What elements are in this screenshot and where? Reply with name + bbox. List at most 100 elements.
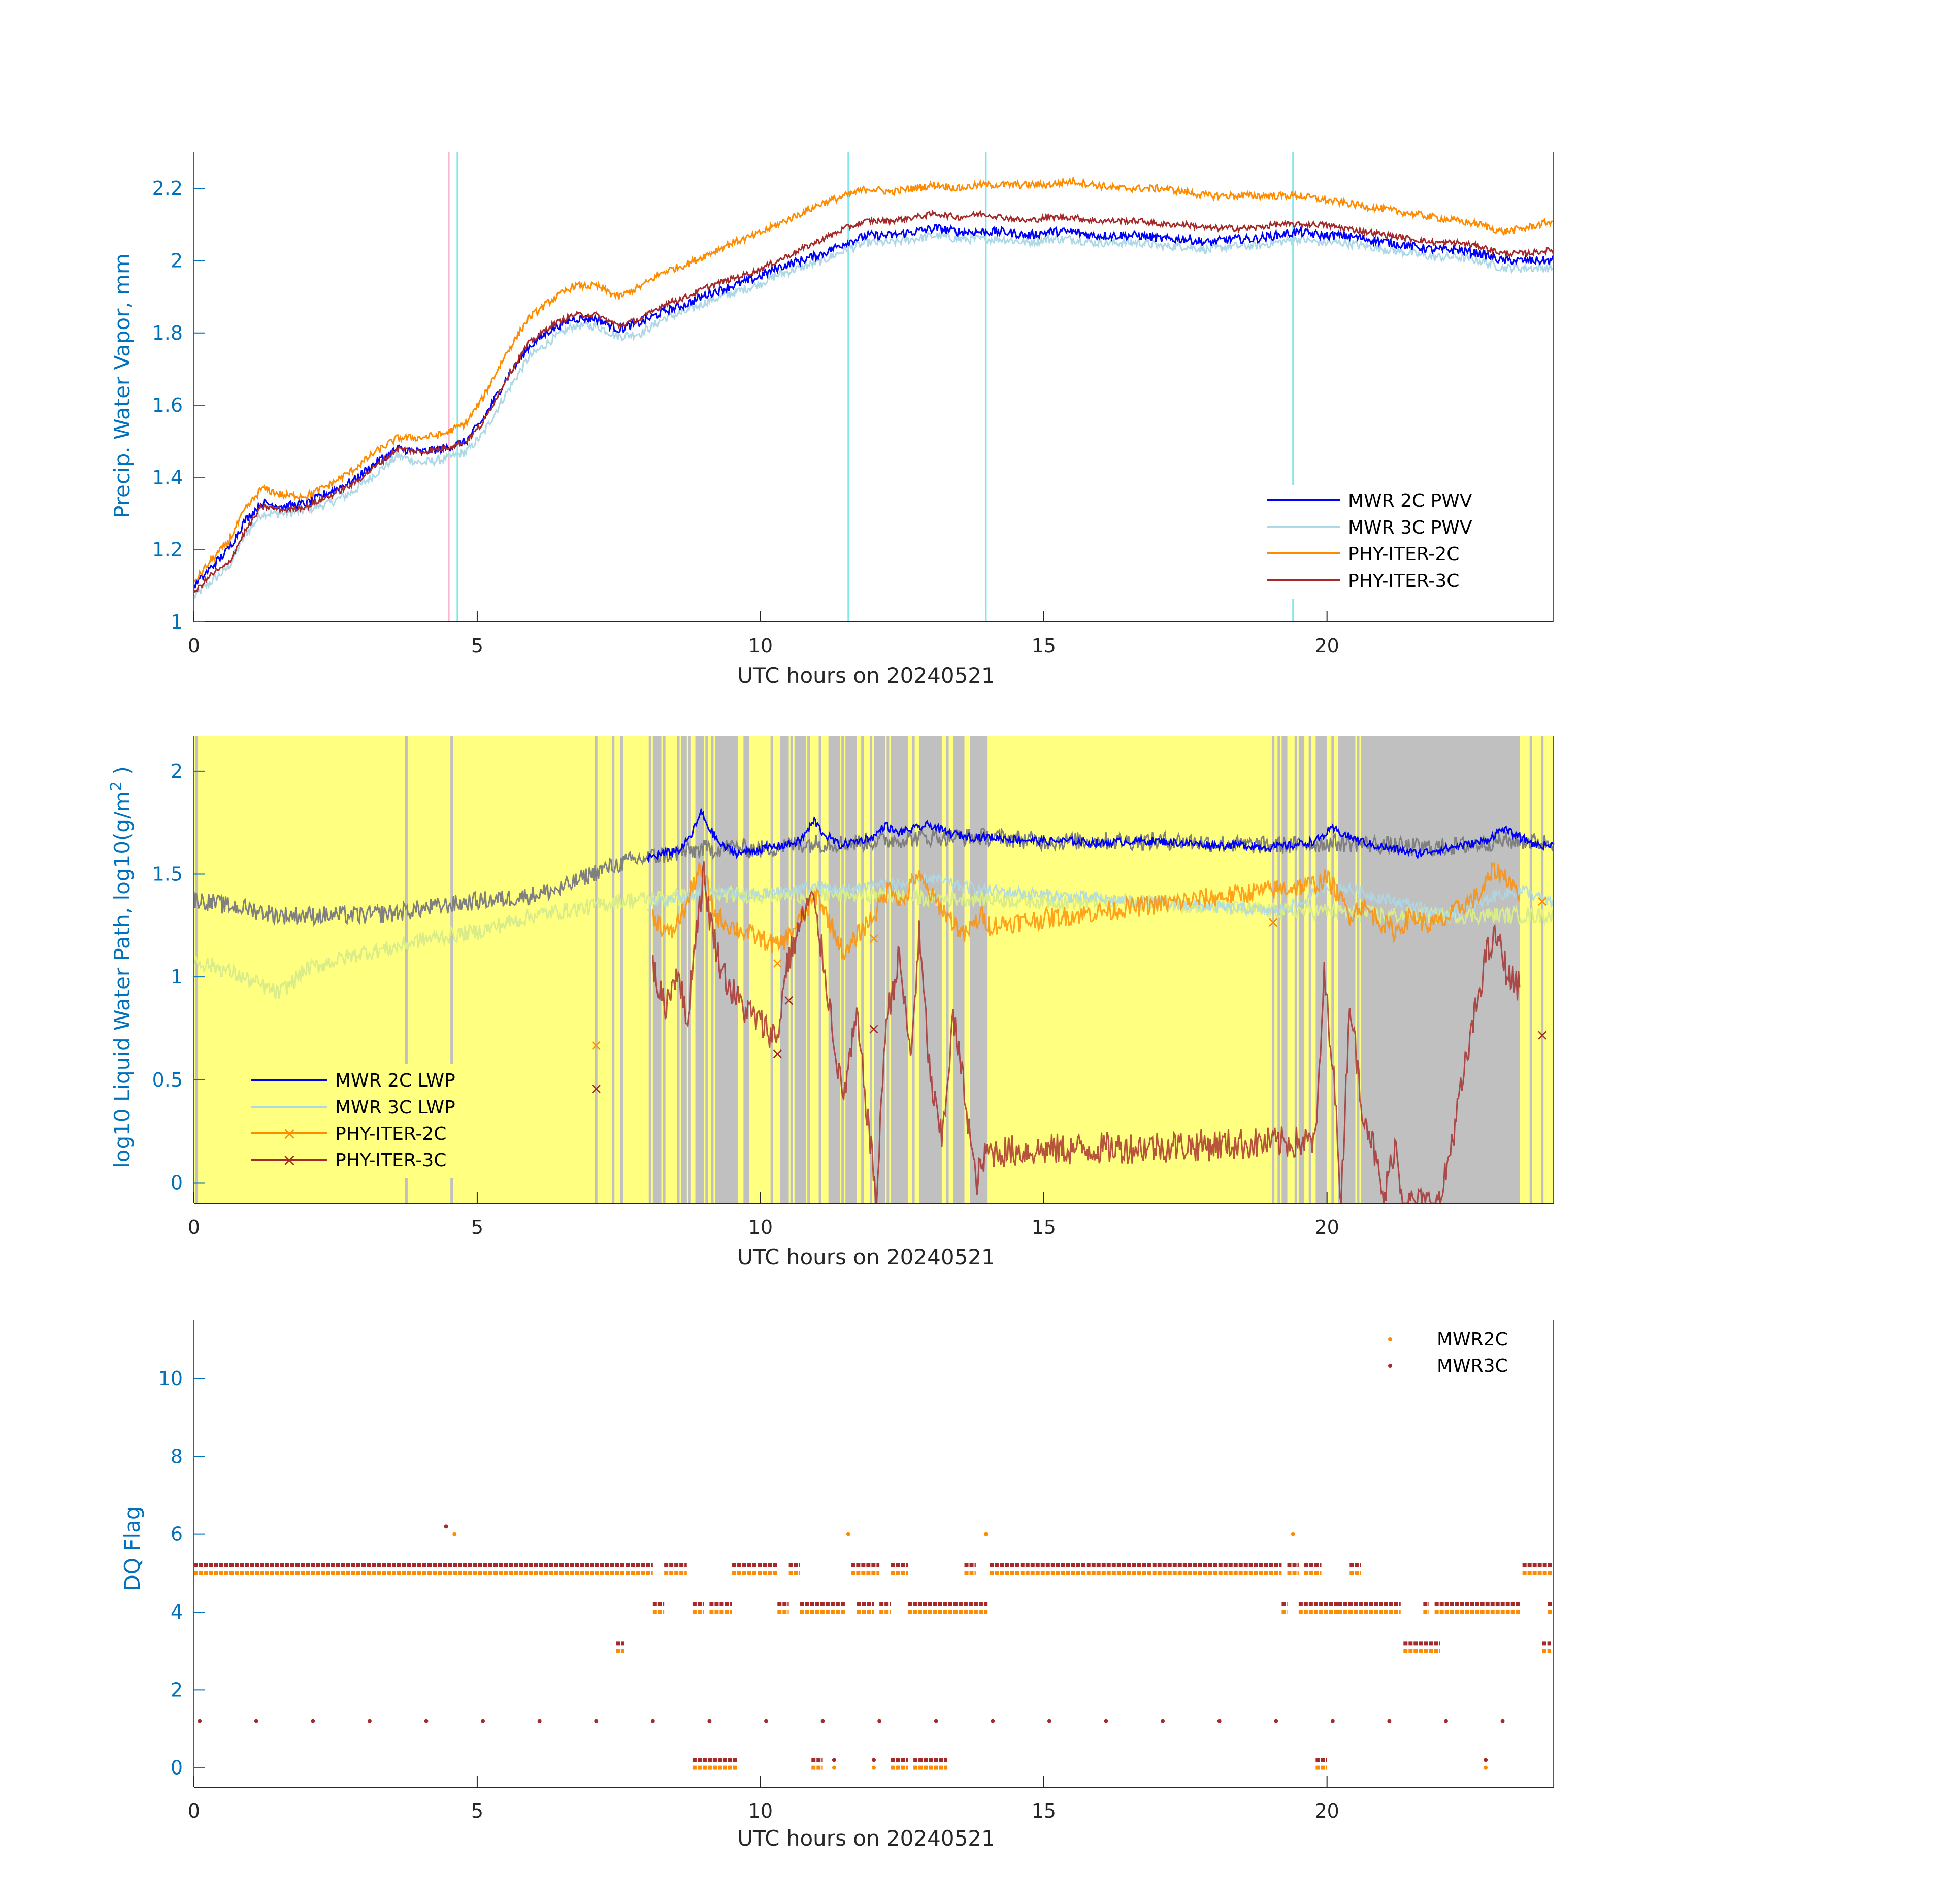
series-line-mwr-2c-lwp bbox=[646, 807, 1555, 863]
series-line-mwr-3c-lwp bbox=[647, 872, 1555, 921]
marker-phy-iter-3c: × bbox=[771, 1045, 784, 1063]
marker-phy-iter-2c: × bbox=[771, 955, 784, 972]
dq-point-mwr3c bbox=[877, 1719, 882, 1723]
lwp-y-axis-label-superscript: 2 bbox=[108, 781, 125, 791]
pwv-plot-area bbox=[193, 152, 1555, 622]
x-tick-label: 0 bbox=[188, 1800, 200, 1822]
dq-axes: 0 5 10 15 20 0 2 4 6 8 10 bbox=[158, 1320, 1554, 1822]
y-tick-label: 4 bbox=[171, 1601, 183, 1623]
marker-phy-iter-3c: × bbox=[1536, 1027, 1549, 1044]
x-tick-label: 15 bbox=[1032, 635, 1056, 657]
dq-point-mwr3c bbox=[1330, 1719, 1335, 1723]
dq-point-mwr3c bbox=[424, 1719, 429, 1723]
dq-point-mwr3c bbox=[254, 1719, 258, 1723]
dq-point-mwr3c bbox=[832, 1758, 836, 1762]
dq-flag-panel: 0 5 10 15 20 0 2 4 6 8 10 UTC hours on 20240521 DQ… bbox=[120, 1320, 1554, 1851]
flagged-interval-band bbox=[953, 736, 965, 1203]
y-tick-label: 1.2 bbox=[152, 539, 183, 561]
dq-point-mwr3c bbox=[1217, 1719, 1222, 1723]
flagged-interval-band bbox=[845, 736, 857, 1203]
flagged-interval-band bbox=[780, 736, 789, 1203]
dq-point-mwr3c bbox=[1047, 1719, 1051, 1723]
marker-phy-iter-2c: × bbox=[1536, 893, 1549, 910]
pwv-y-axis-label: Precip. Water Vapor, mm bbox=[110, 253, 135, 518]
dq-point-mwr3c bbox=[444, 1524, 448, 1529]
flagged-interval-band bbox=[1315, 736, 1327, 1203]
x-tick-label: 0 bbox=[188, 635, 200, 657]
legend-marker-mwr2c bbox=[1388, 1337, 1392, 1341]
dq-point-mwr2c bbox=[846, 1532, 850, 1536]
lwp-y-axis-label-main: log10 Liquid Water Path, log10(g/m bbox=[110, 791, 135, 1168]
marker-phy-iter-3c: × bbox=[867, 1021, 880, 1038]
pwv-legend: MWR 2C PWV MWR 3C PWV PHY-ITER-2C PHY-IT… bbox=[1259, 485, 1503, 599]
dq-point-mwr3c bbox=[650, 1719, 655, 1723]
dq-point-mwr3c bbox=[367, 1719, 372, 1723]
marker-phy-iter-2c: × bbox=[1267, 913, 1279, 931]
marker-phy-iter-2c: × bbox=[590, 1037, 603, 1055]
y-tick-label: 2.2 bbox=[152, 177, 183, 200]
x-tick-label: 20 bbox=[1314, 1216, 1339, 1238]
dq-point-mwr2c bbox=[1291, 1532, 1295, 1536]
y-tick-label: 0.5 bbox=[152, 1069, 183, 1091]
dq-point-mwr2c bbox=[1484, 1765, 1488, 1770]
y-tick-label: 10 bbox=[158, 1367, 183, 1390]
series-line-phy-iter-3c bbox=[193, 210, 1555, 593]
dq-point-mwr3c bbox=[1484, 1758, 1488, 1762]
y-tick-label: 1.6 bbox=[152, 394, 183, 416]
x-tick-label: 15 bbox=[1032, 1216, 1056, 1238]
dq-point-mwr3c bbox=[991, 1719, 995, 1723]
y-tick-label: 1 bbox=[171, 611, 183, 633]
y-tick-label: 0 bbox=[171, 1757, 183, 1779]
y-tick-label: 1 bbox=[171, 966, 183, 988]
dq-point-mwr3c bbox=[1500, 1719, 1505, 1723]
legend-label-phy-iter-2c-lwp: PHY-ITER-2C bbox=[335, 1124, 446, 1144]
series-line-mwr-2c-pwv bbox=[193, 224, 1555, 589]
dq-point-mwr3c bbox=[707, 1719, 712, 1723]
dq-point-mwr3c bbox=[1387, 1719, 1392, 1723]
marker-phy-iter-2c: × bbox=[867, 930, 880, 947]
x-tick-label: 0 bbox=[188, 1216, 200, 1238]
series-line-phy-iter-2c bbox=[193, 175, 1554, 583]
lwp-y-axis-label-tail: ) bbox=[110, 766, 135, 781]
x-tick-label: 20 bbox=[1314, 635, 1339, 657]
x-tick-label: 5 bbox=[471, 1216, 483, 1238]
dq-legend: MWR2C MWR3C bbox=[1388, 1329, 1508, 1376]
legend-label-phy-iter-3c: PHY-ITER-3C bbox=[1348, 571, 1459, 592]
series-line-phy-iter-3c bbox=[652, 861, 1521, 1205]
series-line-mwr-2c-lwp-gray bbox=[193, 827, 1555, 927]
x-tick-label: 5 bbox=[471, 1800, 483, 1822]
dq-point-mwr3c bbox=[198, 1719, 202, 1723]
legend-label-phy-iter-2c: PHY-ITER-2C bbox=[1348, 544, 1459, 565]
marker-phy-iter-3c: × bbox=[590, 1080, 603, 1098]
legend-marker-phy-iter-2c-lwp: × bbox=[282, 1124, 297, 1144]
y-tick-label: 0 bbox=[171, 1171, 183, 1194]
dq-point-mwr3c bbox=[820, 1719, 825, 1723]
pwv-panel: 0 5 10 15 20 1 1.2 1.4 1.6 1.8 2 2.2 UTC hours on 2… bbox=[110, 152, 1555, 688]
legend-label-mwr2c-lwp: MWR 2C LWP bbox=[335, 1070, 455, 1091]
lwp-y-axis-label: log10 Liquid Water Path, log10(g/m2 ) bbox=[108, 766, 135, 1168]
y-tick-label: 1.4 bbox=[152, 466, 183, 488]
series-line-mwr-3c-pwv bbox=[193, 231, 1554, 600]
dq-point-mwr3c bbox=[872, 1758, 876, 1762]
dq-point-mwr3c bbox=[934, 1719, 938, 1723]
flagged-interval-band bbox=[1338, 736, 1356, 1203]
dq-point-mwr2c bbox=[983, 1532, 988, 1536]
dq-point-mwr3c bbox=[1443, 1719, 1448, 1723]
dq-point-mwr2c bbox=[832, 1765, 836, 1770]
dq-point-mwr3c bbox=[594, 1719, 599, 1723]
dq-point-mwr3c bbox=[481, 1719, 485, 1723]
legend-label-mwr3c: MWR3C bbox=[1437, 1356, 1508, 1376]
legend-label-mwr3c-pwv: MWR 3C PWV bbox=[1348, 517, 1472, 538]
dq-point-mwr2c bbox=[452, 1532, 457, 1536]
lwp-legend: MWR 2C LWP MWR 3C LWP × PHY-ITER-2C × PH… bbox=[244, 1064, 482, 1178]
x-tick-label: 20 bbox=[1314, 1800, 1339, 1822]
lwp-axes: 0 5 10 15 20 0 0.5 1 1.5 2 bbox=[152, 736, 1554, 1238]
lwp-x-axis-label: UTC hours on 20240521 bbox=[737, 1244, 995, 1269]
dq-x-axis-label: UTC hours on 20240521 bbox=[737, 1826, 995, 1851]
flagged-interval-band bbox=[794, 736, 806, 1203]
legend-label-mwr2c-pwv: MWR 2C PWV bbox=[1348, 490, 1472, 511]
dq-point-mwr2c bbox=[872, 1765, 876, 1770]
y-tick-label: 1.5 bbox=[152, 863, 183, 885]
flagged-interval-band bbox=[1361, 736, 1520, 1203]
dq-point-mwr3c bbox=[764, 1719, 768, 1723]
